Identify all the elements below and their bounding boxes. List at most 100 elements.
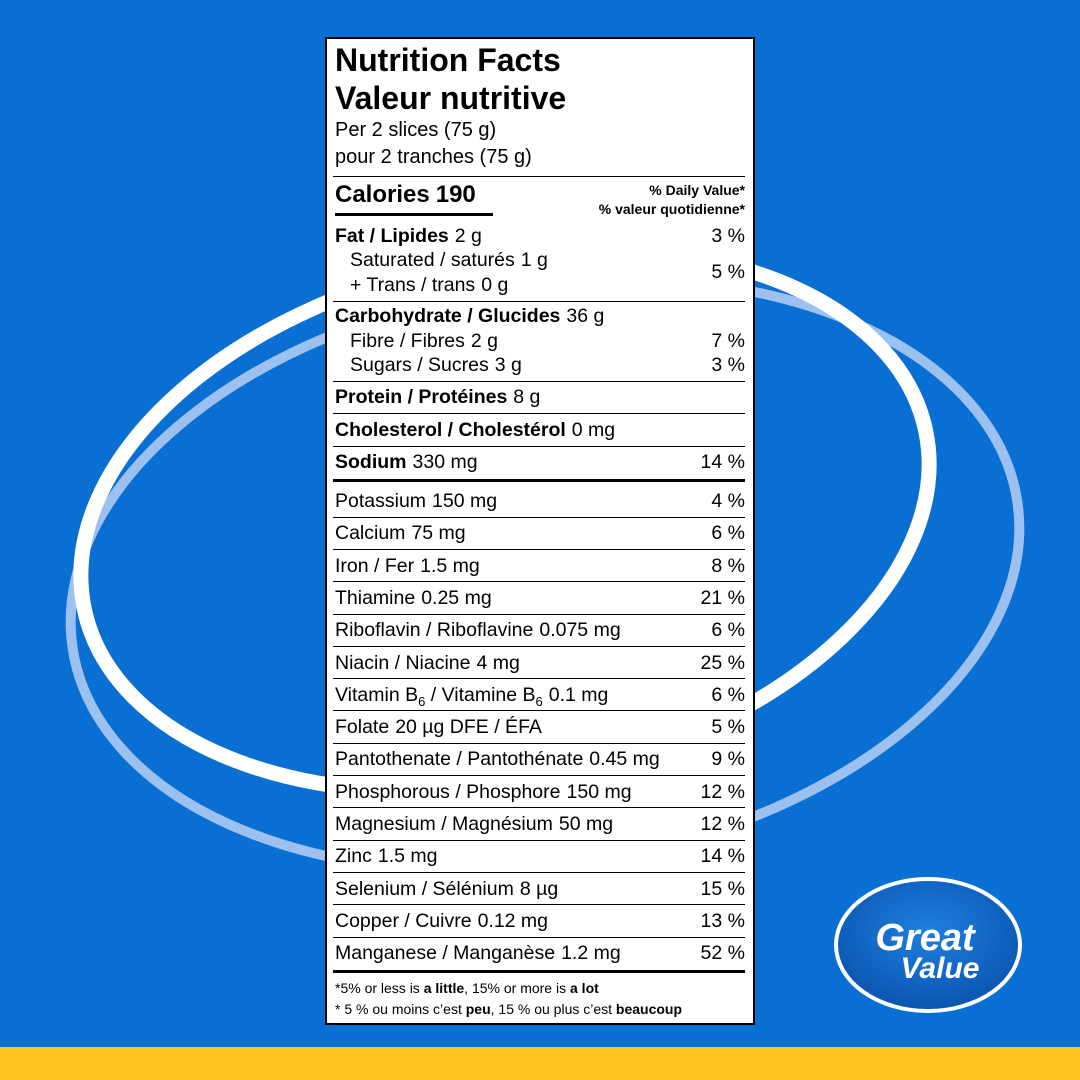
text: Folate [335, 716, 390, 739]
separator [333, 678, 745, 680]
text: Phosphorous / Phosphore [335, 780, 561, 803]
text: 8 % [711, 554, 745, 577]
nutrient-row: Protein / Protéines 8 g [335, 385, 745, 409]
text: 0.075 mg [539, 619, 621, 642]
nutrient-row: Copper / Cuivre 0.12 mg 13 % [335, 909, 745, 933]
separator [333, 871, 745, 873]
text: % valeur quotidienne* [598, 201, 745, 217]
text: 6 [418, 693, 426, 709]
text: 25 % [700, 651, 745, 674]
separator [333, 807, 745, 809]
nutrient-row: Sugars / Sucres 3 g 3 % [350, 353, 745, 377]
text: 36 g [566, 305, 605, 327]
nutrient-row: + Trans / trans 0 g [350, 273, 745, 297]
text: Nutrition Facts [335, 42, 561, 78]
text: 1.2 mg [561, 942, 621, 965]
text: 20 µg DFE / ÉFA [395, 716, 542, 739]
nutrient-row: Vitamin B6 / Vitamine B6 0.1 mg 6 % [335, 683, 745, 709]
separator [333, 839, 745, 841]
text: 1.5 mg [420, 554, 480, 577]
nutrient: Protein / Protéines 8 g [335, 385, 540, 409]
text: Manganese / Manganèse [335, 942, 556, 965]
nutrient-row: Fibre / Fibres 2 g 7 % [350, 329, 745, 353]
text: + Trans / trans [350, 274, 476, 296]
text: Saturated / saturés [350, 249, 515, 271]
text: 0.45 mg [589, 748, 660, 771]
nutrient: Calcium 75 mg [335, 521, 466, 545]
dv: 5 % [545, 260, 745, 284]
nutrient: Fibre / Fibres 2 g [350, 329, 498, 353]
nutrient-row: Sodium 330 mg 14 % [335, 450, 745, 474]
text: 6 [535, 693, 543, 709]
text: 330 mg [412, 451, 478, 473]
text: Vitamin B [335, 683, 419, 706]
nutrient: + Trans / trans 0 g [350, 273, 508, 297]
text: 4 mg [476, 651, 520, 674]
text: 3 % [711, 354, 745, 376]
text: 50 mg [558, 813, 614, 835]
separator [333, 412, 745, 414]
separator [333, 175, 745, 177]
text: Fat / Lipides [335, 225, 449, 247]
text: 12 % [700, 780, 745, 803]
text: a little [423, 980, 465, 996]
text: peu [465, 1001, 491, 1017]
separator [333, 936, 745, 938]
text: Thiamine [335, 586, 416, 609]
text: 150 mg [432, 490, 498, 512]
serving: pour 2 tranches (75 g) [335, 144, 745, 170]
text: 9 % [711, 748, 745, 771]
separator [333, 710, 745, 712]
text: Selenium / Sélénium [335, 877, 514, 900]
title: Nutrition Facts [335, 42, 745, 78]
text: 0.12 mg [477, 909, 549, 932]
text: Magnesium / Magnésium [335, 813, 553, 835]
text: Valeur nutritive [335, 80, 567, 116]
text: , 15% or more is [464, 980, 570, 996]
separator [333, 548, 745, 550]
text: 15 % [700, 877, 745, 900]
nutrient-row: Magnesium / Magnésium 50 mg 12 % [335, 812, 745, 836]
yellow-band [0, 1047, 1080, 1080]
separator [333, 478, 745, 482]
text: Calories [335, 181, 430, 208]
separator [333, 445, 745, 447]
text: Niacin / Niacine [335, 651, 471, 674]
separator [333, 516, 745, 518]
text: Riboflavin / Riboflavine [335, 619, 534, 642]
nutrient: Fat / Lipides 2 g [335, 224, 482, 248]
nutrient: Carbohydrate / Glucides 36 g [335, 304, 604, 328]
text: 13 % [700, 909, 745, 932]
nutrient: Riboflavin / Riboflavine 0.075 mg [335, 618, 621, 642]
text: 1 g [520, 249, 548, 271]
text: a lot [570, 980, 599, 996]
nutrient: Potassium 150 mg [335, 489, 497, 513]
nutrient-row: Potassium 150 mg 4 % [335, 489, 745, 513]
text: 0.25 mg [421, 586, 492, 609]
nutrient: Iron / Fer 1.5 mg [335, 554, 480, 578]
nutrient: Phosphorous / Phosphore 150 mg [335, 780, 632, 804]
nutrient-row: Manganese / Manganèse 1.2 mg 52 % [335, 941, 745, 965]
text: 7 % [711, 330, 745, 352]
nutrient: Sugars / Sucres 3 g [350, 353, 522, 377]
nutrient-row: Thiamine 0.25 mg 21 % [335, 586, 745, 610]
nutrient: Vitamin B6 / Vitamine B6 0.1 mg [335, 683, 608, 709]
separator [333, 613, 745, 615]
text: Protein / Protéines [335, 386, 508, 408]
separator [333, 742, 745, 744]
nutrient-row: Iron / Fer 1.5 mg 8 % [335, 554, 745, 578]
nutrient-row: Folate 20 µg DFE / ÉFA 5 % [335, 715, 745, 739]
text: Fibre / Fibres [350, 330, 465, 352]
nutrient: Folate 20 µg DFE / ÉFA [335, 715, 542, 739]
text: 21 % [700, 586, 745, 609]
text: 5 % [711, 716, 745, 739]
nutrient: Pantothenate / Pantothénate 0.45 mg [335, 747, 660, 771]
text: 6 % [711, 522, 745, 545]
nutrient-row: Niacin / Niacine 4 mg 25 % [335, 651, 745, 675]
text: 0 g [481, 274, 509, 296]
text: 0 mg [571, 419, 616, 441]
separator [333, 380, 745, 382]
nutrition-label: Nutrition Facts Valeur nutritive Per 2 sli… [325, 37, 755, 1025]
text: Copper / Cuivre [335, 909, 472, 932]
nutrient-row: Carbohydrate / Glucides 36 g [335, 304, 745, 328]
